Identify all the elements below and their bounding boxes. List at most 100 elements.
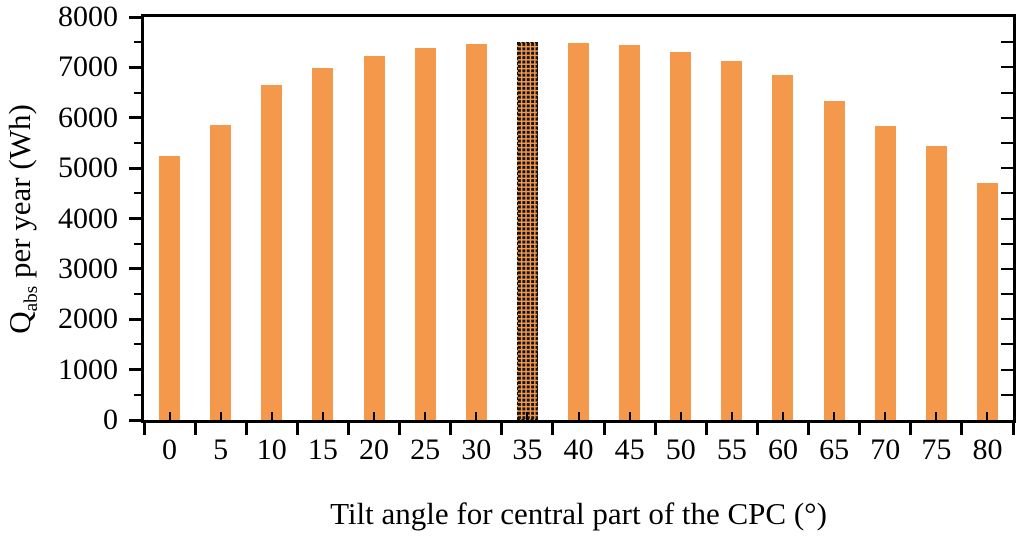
bar-25 — [414, 47, 436, 420]
x-tick-label-5: 5 — [213, 433, 229, 466]
x-tick-label-15: 15 — [307, 433, 338, 466]
bars-container — [144, 17, 1013, 420]
y-axis-minor-tick — [134, 242, 141, 245]
right-axis-inside-tick — [1001, 393, 1013, 396]
x-axis-center-tick — [373, 412, 376, 420]
y-axis-major-tick — [129, 317, 141, 321]
x-axis-boundary-tick — [449, 423, 453, 435]
plot-area — [141, 14, 1016, 423]
x-axis-boundary-tick — [602, 423, 606, 435]
bar-30 — [465, 44, 487, 420]
x-tick-label-75: 75 — [921, 433, 952, 466]
x-axis-center-tick — [168, 412, 171, 420]
x-axis-boundary-tick — [551, 423, 555, 435]
bar-15 — [312, 67, 334, 420]
x-tick-label-70: 70 — [870, 433, 901, 466]
x-axis-boundary-tick — [142, 423, 146, 435]
x-tick-label-35: 35 — [512, 433, 543, 466]
y-axis-major-tick — [129, 418, 141, 422]
bar-60 — [772, 75, 794, 420]
x-axis-title: Tilt angle for central part of the CPC (… — [330, 496, 827, 531]
y-axis-major-tick — [129, 65, 141, 69]
bar-45 — [619, 45, 641, 420]
x-axis-boundary-tick — [960, 423, 964, 435]
bar-40 — [568, 42, 589, 420]
x-axis-center-tick — [424, 412, 427, 420]
bar-50 — [670, 51, 692, 420]
x-tick-label-65: 65 — [819, 433, 850, 466]
right-axis-inside-tick — [1001, 368, 1013, 371]
x-axis-boundary-tick — [500, 423, 504, 435]
bar-55 — [721, 60, 743, 420]
x-tick-label-30: 30 — [461, 433, 492, 466]
right-axis-inside-tick — [1001, 343, 1013, 346]
y-axis-major-tick — [129, 15, 141, 19]
x-tick-label-80: 80 — [972, 433, 1003, 466]
x-tick-label-25: 25 — [410, 433, 441, 466]
highlighted-bar-35 — [516, 42, 538, 420]
x-axis-center-tick — [935, 412, 938, 420]
y-axis-major-tick — [129, 166, 141, 170]
x-tick-label-50: 50 — [665, 433, 696, 466]
y-tick-label-6000: 6000 — [58, 100, 118, 134]
y-axis-minor-tick — [134, 41, 141, 44]
right-axis-inside-tick — [1001, 242, 1013, 245]
y-axis-major-tick — [129, 368, 141, 372]
x-axis-boundary-tick — [1011, 423, 1015, 435]
right-axis-inside-tick — [1001, 267, 1013, 270]
right-axis-inside-tick — [1001, 192, 1013, 195]
bar-75 — [925, 146, 947, 420]
y-tick-label-7000: 7000 — [58, 50, 118, 84]
x-axis-center-tick — [219, 412, 222, 420]
x-axis-center-tick — [781, 412, 784, 420]
y-tick-label-5000: 5000 — [58, 151, 118, 185]
x-axis-boundary-tick — [704, 423, 708, 435]
bar-5 — [210, 125, 232, 420]
right-axis-inside-tick — [1001, 217, 1013, 220]
x-tick-label-20: 20 — [359, 433, 390, 466]
y-axis-major-tick — [129, 217, 141, 220]
y-tick-label-4000: 4000 — [58, 201, 118, 235]
y-tick-label-2000: 2000 — [58, 302, 118, 336]
x-axis-center-tick — [986, 412, 989, 420]
x-axis-center-tick — [270, 412, 273, 420]
bar-80 — [976, 182, 998, 420]
right-axis-inside-tick — [1001, 66, 1013, 69]
x-axis-boundary-tick — [755, 423, 759, 435]
x-axis-boundary-tick — [858, 423, 862, 435]
y-axis-minor-tick — [134, 192, 141, 195]
x-axis-center-tick — [679, 412, 682, 420]
x-axis-center-tick — [321, 412, 324, 420]
right-axis-inside-tick — [1001, 167, 1013, 170]
x-tick-label-0: 0 — [162, 433, 178, 466]
x-axis-center-tick — [730, 412, 733, 420]
right-axis-inside-tick — [1001, 293, 1013, 296]
y-tick-label-0: 0 — [103, 403, 118, 436]
x-axis-boundary-tick — [244, 423, 248, 435]
bar-65 — [823, 101, 845, 420]
y-axis-major-tick — [129, 116, 141, 120]
y-tick-label-3000: 3000 — [58, 251, 118, 285]
x-axis-boundary-tick — [193, 423, 197, 435]
x-axis-center-tick — [475, 412, 478, 420]
y-tick-label-1000: 1000 — [58, 352, 118, 386]
y-axis-minor-tick — [134, 293, 141, 296]
x-axis-center-tick — [577, 412, 580, 420]
x-axis-boundary-tick — [346, 423, 350, 435]
y-axis-minor-tick — [134, 343, 141, 346]
x-tick-label-60: 60 — [767, 433, 798, 466]
x-axis-center-tick — [833, 412, 836, 420]
x-axis-boundary-tick — [653, 423, 657, 435]
bar-20 — [363, 56, 385, 420]
x-axis-center-tick — [628, 412, 631, 420]
x-axis-center-tick — [884, 412, 887, 420]
x-axis-boundary-tick — [807, 423, 811, 435]
bar-0 — [159, 156, 181, 420]
right-axis-inside-tick — [1001, 116, 1013, 119]
right-axis-inside-tick — [1001, 41, 1013, 44]
right-axis-inside-tick — [1001, 318, 1013, 321]
y-axis-minor-tick — [134, 141, 141, 144]
x-tick-label-10: 10 — [256, 433, 287, 466]
x-axis-boundary-tick — [295, 423, 299, 435]
